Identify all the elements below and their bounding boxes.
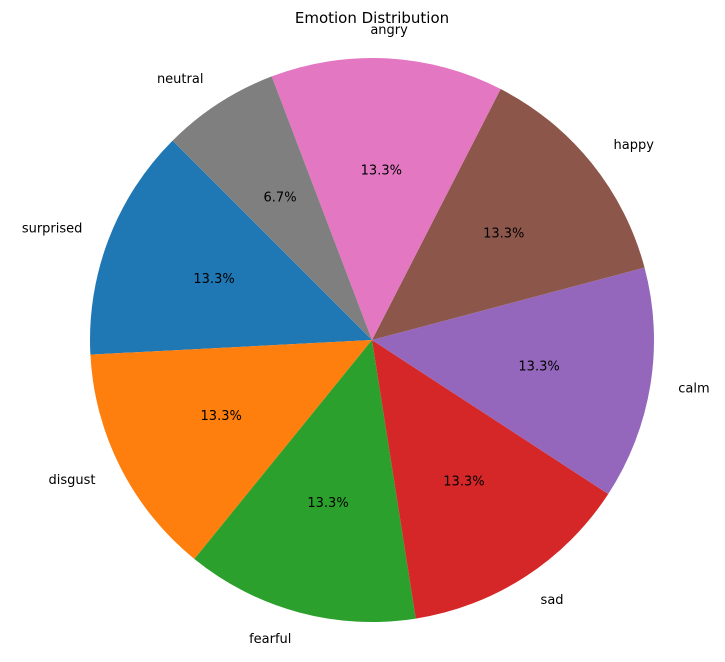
- pie-slice-disgust: [90, 340, 372, 560]
- pie-pct-label-sad: 13.3%: [443, 475, 484, 490]
- pie-pct-label-calm: 13.3%: [518, 359, 559, 374]
- pie-pct-label-neutral: 6.7%: [264, 190, 297, 205]
- pie-slice-fearful: [194, 340, 416, 622]
- pie-category-label-sad: sad: [541, 593, 564, 608]
- pie-pct-label-disgust: 13.3%: [201, 409, 242, 424]
- pie-slice-happy: [372, 89, 645, 340]
- pie-pct-label-angry: 13.3%: [361, 164, 402, 179]
- chart-title: Emotion Distribution: [295, 9, 449, 27]
- pie-category-label-happy: happy: [614, 138, 655, 153]
- pie-category-label-calm: calm: [678, 382, 709, 397]
- pie-category-label-surprised: surprised: [22, 221, 83, 236]
- pie-slices: [90, 57, 655, 622]
- pie-category-label-angry: angry: [370, 23, 408, 38]
- pie-category-label-neutral: neutral: [157, 72, 204, 87]
- pie-slice-angry: [271, 57, 501, 340]
- pie-labels: 13.3% surprised 13.3% disgust 13.3% fearful 13…: [22, 23, 710, 647]
- pie-slice-surprised: [90, 140, 372, 355]
- pie-pct-label-happy: 13.3%: [483, 226, 524, 241]
- pie-category-label-fearful: fearful: [249, 632, 291, 647]
- pie-slice-neutral: [172, 76, 372, 341]
- pie-category-label-disgust: disgust: [49, 473, 96, 488]
- pie-slice-calm: [372, 267, 655, 494]
- pie-pct-label-fearful: 13.3%: [307, 496, 348, 511]
- pie-slice-sad: [372, 340, 609, 619]
- pie-pct-label-surprised: 13.3%: [193, 272, 234, 287]
